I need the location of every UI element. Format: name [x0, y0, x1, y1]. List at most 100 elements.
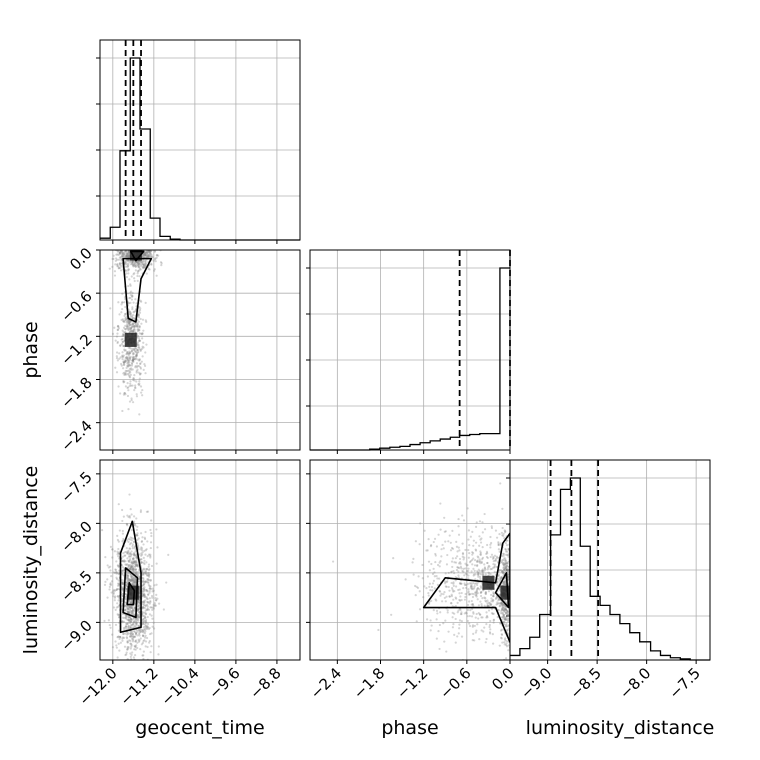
scatter-point	[130, 643, 133, 647]
scatter-point	[137, 624, 140, 627]
scatter-point	[479, 591, 482, 595]
scatter-point	[516, 619, 518, 621]
scatter-point	[146, 254, 149, 258]
scatter-point	[144, 621, 147, 624]
scatter-point	[114, 339, 117, 342]
scatter-point	[451, 565, 454, 569]
scatter-point	[149, 585, 152, 588]
scatter-point	[126, 386, 129, 390]
scatter-point	[565, 563, 567, 565]
scatter-point	[149, 546, 152, 550]
scatter-point	[122, 662, 124, 664]
scatter-point	[126, 359, 129, 362]
scatter-point	[133, 244, 135, 246]
scatter-point	[139, 244, 141, 246]
scatter-point	[536, 573, 538, 575]
scatter-point	[542, 572, 544, 574]
scatter-point	[136, 329, 139, 333]
scatter-point	[116, 341, 119, 345]
scatter-point	[133, 357, 136, 361]
scatter-point	[126, 637, 129, 640]
scatter-point	[535, 539, 537, 541]
scatter-point	[434, 598, 437, 601]
scatter-point	[415, 620, 418, 623]
scatter-point	[429, 619, 432, 622]
scatter-point	[522, 586, 524, 588]
scatter-point	[148, 575, 151, 578]
scatter-point	[144, 604, 147, 607]
scatter-point	[131, 323, 134, 326]
scatter-point	[147, 242, 149, 244]
scatter-point	[113, 274, 117, 277]
scatter-point	[132, 322, 135, 325]
scatter-point	[125, 627, 128, 631]
scatter-point	[521, 592, 523, 594]
scatter-point	[480, 591, 483, 594]
scatter-point	[473, 573, 476, 576]
scatter-point	[143, 266, 146, 270]
scatter-point	[135, 324, 138, 327]
scatter-point	[461, 553, 465, 556]
scatter-point	[481, 616, 484, 619]
scatter-point	[128, 322, 131, 326]
scatter-point	[504, 562, 507, 565]
scatter-point	[414, 593, 417, 597]
scatter-point	[501, 603, 504, 607]
scatter-point	[129, 263, 133, 266]
contour-line	[122, 257, 153, 323]
scatter-point	[134, 243, 136, 245]
scatter-point	[129, 565, 133, 568]
scatter-point	[537, 608, 539, 610]
scatter-point	[440, 548, 443, 551]
scatter-point	[138, 631, 141, 634]
scatter-point	[414, 540, 417, 543]
scatter-point	[501, 608, 504, 611]
scatter-point	[126, 622, 129, 625]
scatter-point	[148, 639, 151, 643]
scatter-point	[438, 623, 441, 627]
scatter-point	[137, 614, 140, 617]
scatter-point	[131, 260, 134, 263]
scatter-point	[471, 603, 474, 606]
scatter-point	[536, 553, 538, 555]
scatter-point	[557, 598, 559, 600]
scatter-point	[144, 254, 148, 257]
scatter-point	[134, 581, 137, 585]
scatter-point	[124, 563, 127, 566]
scatter-point	[109, 583, 112, 586]
scatter-point	[135, 622, 138, 625]
scatter-point	[112, 257, 115, 260]
scatter-point	[467, 538, 470, 541]
scatter-point	[117, 565, 120, 568]
scatter-point	[490, 525, 493, 528]
scatter-point	[154, 604, 157, 607]
scatter-point	[136, 534, 139, 537]
scatter-point	[502, 603, 505, 606]
scatter-point	[121, 307, 124, 311]
scatter-point	[137, 640, 141, 643]
scatter-point	[109, 545, 113, 548]
scatter-point	[127, 565, 130, 568]
scatter-point	[471, 587, 474, 590]
scatter-point	[126, 255, 129, 258]
scatter-point	[506, 611, 509, 614]
scatter-point	[124, 560, 127, 563]
scatter-point	[128, 321, 131, 324]
scatter-point	[136, 321, 139, 325]
scatter-point	[121, 636, 125, 639]
scatter-point	[135, 560, 138, 564]
scatter-point	[113, 571, 116, 574]
scatter-point	[554, 551, 556, 553]
scatter-point	[143, 639, 146, 642]
scatter-point	[148, 589, 151, 593]
scatter-point	[139, 630, 142, 633]
scatter-point	[126, 611, 130, 614]
scatter-point	[472, 588, 475, 591]
scatter-point	[123, 373, 126, 377]
scatter-point	[451, 588, 454, 591]
scatter-point	[132, 583, 135, 587]
scatter-point	[130, 550, 133, 553]
scatter-point	[136, 244, 138, 246]
scatter-point	[467, 574, 470, 577]
scatter-point	[467, 548, 470, 552]
